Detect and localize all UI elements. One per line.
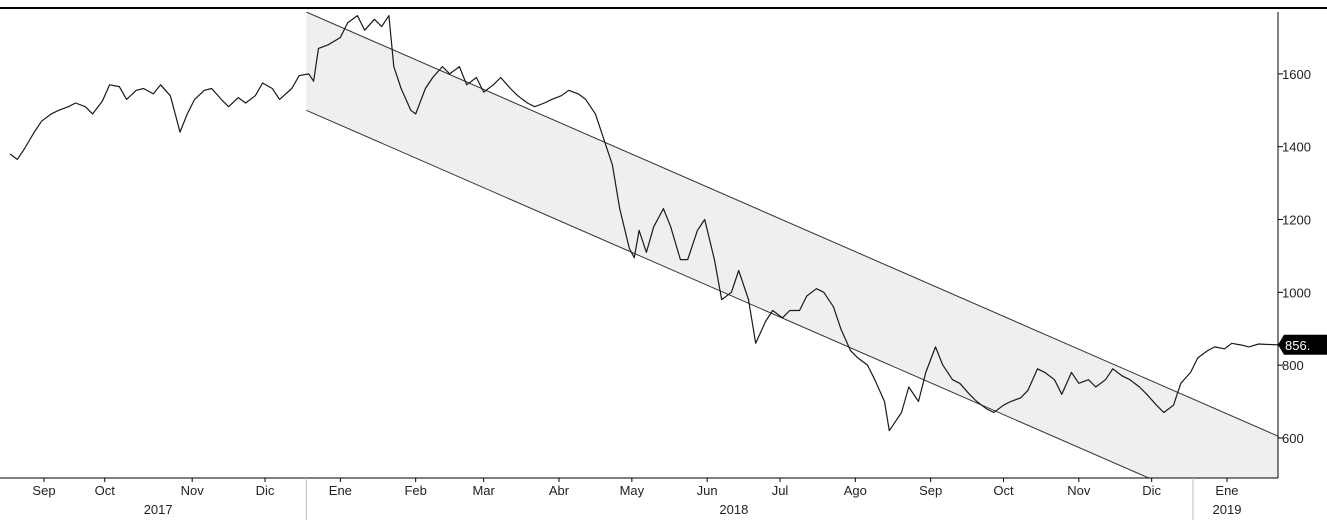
last-value-badge	[1278, 334, 1327, 355]
channel-fill	[306, 12, 1278, 478]
axes: 600 800 1000 1200 1400 1600 Sep Oct Nov Dic Ene Feb…	[0, 12, 1311, 520]
price-line-layer	[9, 15, 1279, 432]
month-label: Feb	[404, 483, 426, 498]
channel-upper-line	[306, 12, 1278, 437]
month-label: Nov	[181, 483, 205, 498]
last-value-badge-layer: 856.	[1278, 334, 1327, 355]
y-tick-label: 1000	[1282, 285, 1311, 300]
month-label: Oct	[95, 483, 116, 498]
month-label: Nov	[1067, 483, 1091, 498]
year-label: 2018	[719, 502, 748, 517]
y-tick-label: 1200	[1282, 213, 1311, 228]
y-tick-label: 1400	[1282, 140, 1311, 155]
price-series-line	[9, 15, 1279, 432]
month-label: May	[620, 483, 645, 498]
month-label: Dic	[1142, 483, 1161, 498]
month-label: Jul	[772, 483, 789, 498]
y-tick-label: 800	[1282, 358, 1304, 373]
month-label: Sep	[919, 483, 942, 498]
channel-lower-line	[306, 109, 1150, 478]
month-label: Ago	[844, 483, 867, 498]
trend-channel	[306, 12, 1278, 478]
month-label: Jun	[697, 483, 718, 498]
month-label: Ene	[329, 483, 352, 498]
month-label: Sep	[32, 483, 55, 498]
last-value-label: 856.	[1285, 338, 1310, 353]
year-label: 2019	[1213, 502, 1242, 517]
month-label: Oct	[993, 483, 1014, 498]
month-label: Ene	[1215, 483, 1238, 498]
month-label: Mar	[472, 483, 495, 498]
year-label: 2017	[144, 502, 173, 517]
month-label: Abr	[549, 483, 570, 498]
month-label: Dic	[256, 483, 275, 498]
y-tick-label: 600	[1282, 431, 1304, 446]
y-tick-label: 1600	[1282, 67, 1311, 82]
